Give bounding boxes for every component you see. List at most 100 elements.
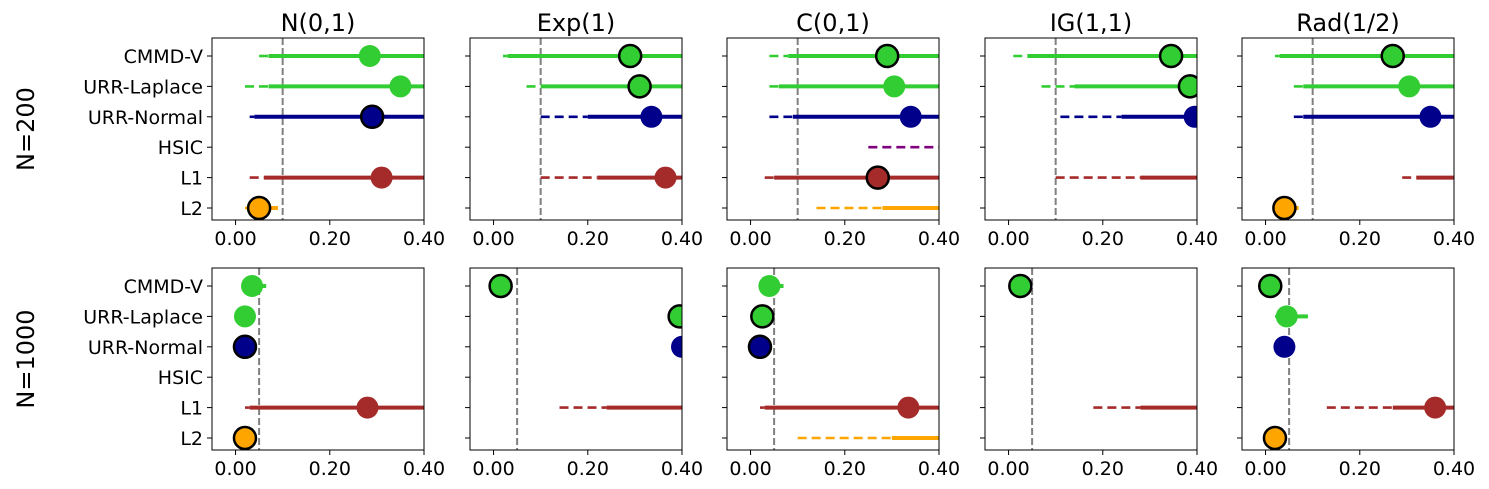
x-tick-label: 0.20 (309, 228, 351, 250)
x-tick-label: 0.20 (567, 458, 609, 480)
x-tick-label: 0.00 (729, 458, 771, 480)
panel-content (1013, 38, 1197, 220)
point-estimate (750, 304, 775, 329)
point-estimate (899, 105, 922, 128)
y-tick-label: L2 (180, 198, 203, 220)
x-tick-label: 0.20 (1082, 458, 1124, 480)
point-estimate (1380, 43, 1406, 69)
point-estimate (1008, 273, 1033, 299)
point-estimate (865, 165, 891, 190)
point-estimate (389, 75, 412, 98)
y-tick-label: HSIC (158, 137, 203, 159)
x-tick-label: 0.40 (1176, 228, 1218, 250)
x-tick-label: 0.40 (661, 458, 703, 480)
point-estimate (370, 166, 393, 189)
point-estimate (1262, 425, 1288, 450)
axes-frame (1241, 37, 1455, 221)
x-tick-label: 0.40 (403, 228, 445, 250)
x-tick-label: 0.20 (824, 458, 866, 480)
point-estimate (617, 43, 643, 69)
point-estimate (232, 425, 258, 450)
point-estimate (1158, 43, 1184, 69)
axes-frame (726, 37, 940, 221)
panel: 0.00 0.20 0.40 (722, 37, 960, 250)
x-tick-label: 0.20 (1339, 228, 1381, 250)
row-label: N=200 (12, 87, 40, 171)
x-tick-label: 0.00 (729, 228, 771, 250)
y-tick-label: CMMD-V (124, 276, 203, 298)
point-estimate (667, 304, 682, 329)
y-tick-label: L1 (180, 168, 203, 190)
x-tick-label: 0.00 (214, 458, 256, 480)
panel-content (488, 268, 682, 450)
panel: 0.00 0.20 0.40 (980, 267, 1218, 480)
y-tick-label: CMMD-V (124, 46, 203, 68)
point-estimate (1273, 335, 1296, 358)
point-estimate (1272, 195, 1297, 220)
y-tick-label: URR-Normal (88, 107, 203, 129)
column-title: Exp(1) (537, 9, 616, 37)
axes-frame (211, 267, 425, 451)
x-tick-label: 0.20 (824, 228, 866, 250)
point-estimate (1177, 74, 1197, 99)
x-tick-label: 0.00 (987, 228, 1029, 250)
y-tick-label: URR-Laplace (83, 306, 203, 328)
point-estimate (246, 195, 272, 220)
x-tick-label: 0.40 (1433, 228, 1475, 250)
y-tick-label: HSIC (158, 367, 203, 389)
axes-frame (984, 37, 1198, 221)
y-tick-label: L2 (180, 428, 203, 450)
point-estimate (232, 334, 258, 360)
panel: 0.00 0.20 0.40 (722, 267, 960, 480)
point-estimate (627, 74, 652, 99)
panel-content (764, 38, 939, 220)
point-estimate (1183, 105, 1197, 128)
panel-content (232, 268, 424, 450)
axes-frame (984, 267, 1198, 451)
axes-frame (211, 37, 425, 221)
x-tick-label: 0.00 (987, 458, 1029, 480)
row-label: N=1000 (12, 309, 40, 408)
x-tick-label: 0.40 (403, 458, 445, 480)
y-tick-label: URR-Normal (88, 337, 203, 359)
point-estimate (671, 335, 682, 358)
x-tick-label: 0.20 (567, 228, 609, 250)
panel-content (502, 38, 682, 220)
point-estimate (233, 305, 256, 328)
point-estimate (1419, 105, 1442, 128)
x-tick-label: 0.00 (214, 228, 256, 250)
point-estimate (654, 166, 677, 189)
axes-frame (469, 37, 683, 221)
axes-frame (1241, 267, 1455, 451)
axes-frame (469, 267, 683, 451)
point-estimate (241, 275, 264, 297)
point-estimate (883, 75, 906, 98)
x-tick-label: 0.00 (472, 458, 514, 480)
y-tick-label: URR-Laplace (83, 76, 203, 98)
x-tick-label: 0.40 (918, 228, 960, 250)
point-estimate (359, 104, 385, 130)
column-title: C(0,1) (796, 9, 870, 37)
column-title: IG(1,1) (1050, 9, 1133, 37)
x-tick-label: 0.40 (1176, 458, 1218, 480)
panel-content (747, 268, 939, 450)
x-tick-label: 0.40 (661, 228, 703, 250)
panel: 0.00 0.20 0.40 (1237, 37, 1475, 250)
panel-content (244, 38, 424, 220)
x-tick-label: 0.20 (309, 458, 351, 480)
panel: 0.00 0.20 0.40 (1237, 267, 1475, 480)
x-tick-label: 0.00 (1244, 458, 1286, 480)
panel-content (1008, 268, 1197, 450)
column-title: Rad(1/2) (1296, 9, 1399, 37)
panel: 0.00 0.20 0.40 (465, 267, 703, 480)
axes-frame (726, 267, 940, 451)
point-estimate (488, 273, 513, 299)
x-tick-label: 0.00 (472, 228, 514, 250)
x-tick-label: 0.40 (1433, 458, 1475, 480)
y-tick-label: L1 (180, 398, 203, 420)
point-estimate (356, 396, 379, 419)
x-tick-label: 0.20 (1082, 228, 1124, 250)
point-estimate (1258, 273, 1283, 299)
point-estimate (1424, 396, 1447, 419)
